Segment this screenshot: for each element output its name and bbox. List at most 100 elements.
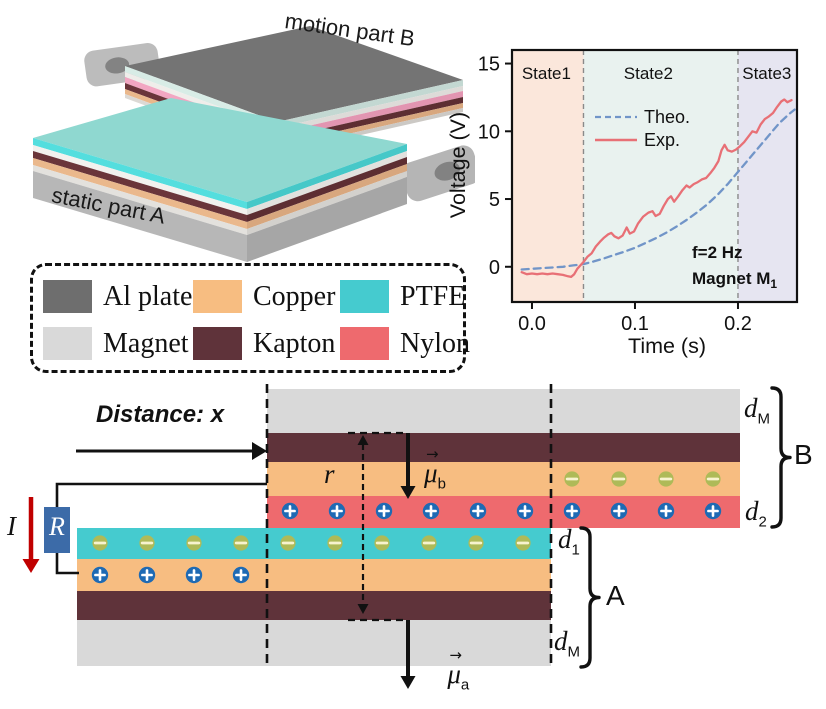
vector-arrow-icon: → bbox=[449, 646, 462, 664]
mu-b-subscript: b bbox=[437, 475, 446, 493]
state-label: State2 bbox=[624, 64, 673, 83]
state-label: State1 bbox=[522, 64, 571, 83]
x-axis-title: Time (s) bbox=[628, 334, 706, 358]
plus-sign-icon bbox=[188, 569, 200, 581]
state-label: State3 bbox=[742, 64, 791, 83]
part-b-brace bbox=[770, 386, 792, 529]
plus-sign-icon bbox=[331, 505, 343, 517]
legend-item-ptfe: PTFE bbox=[340, 273, 466, 320]
mu-a-label: → μa bbox=[447, 648, 470, 694]
series-exp bbox=[520, 98, 793, 279]
plus-sign-icon bbox=[378, 505, 390, 517]
voltage-time-chart: 0.0 0.1 0.2 0 5 10 15 State1 State2 State3 Time (s… bbox=[446, 48, 799, 358]
thickness-dm-top-label: dM bbox=[744, 393, 771, 428]
materials-legend: Al plate Copper PTFE Magnet Kapton Nylon bbox=[30, 263, 470, 373]
layer-copper-a bbox=[77, 559, 551, 591]
material-swatch bbox=[340, 327, 389, 360]
y-tick-label: 10 bbox=[478, 121, 500, 143]
material-swatch bbox=[43, 327, 92, 360]
arrowhead bbox=[357, 604, 369, 614]
material-name: Copper bbox=[253, 280, 336, 312]
legend-item-al-plate: Al plate bbox=[43, 273, 193, 320]
static-part-a-slab bbox=[33, 98, 475, 262]
circuit-wire-top bbox=[55, 482, 267, 508]
device-3d-illustration bbox=[33, 26, 475, 262]
mu-b-label: → μb bbox=[424, 447, 446, 493]
plus-sign-icon bbox=[472, 505, 484, 517]
arrowhead bbox=[400, 676, 416, 689]
plus-sign-icon bbox=[566, 505, 578, 517]
d-subscript: 2 bbox=[758, 513, 767, 531]
d-symbol: d bbox=[744, 393, 758, 423]
layer-magnet-a bbox=[77, 620, 551, 666]
plus-sign-icon bbox=[519, 505, 531, 517]
part-a-label: A bbox=[606, 580, 625, 611]
material-name: Magnet bbox=[103, 327, 189, 359]
thickness-d1-label: d1 bbox=[558, 524, 580, 559]
annotation-magnet-subscript: 1 bbox=[770, 277, 777, 291]
material-swatch bbox=[340, 280, 389, 313]
plus-sign-icon bbox=[660, 505, 672, 517]
y-tick-label: 5 bbox=[489, 189, 500, 211]
resistor-label: R bbox=[49, 512, 65, 541]
arrowhead bbox=[400, 486, 416, 499]
mu-a-symbol: μ bbox=[447, 659, 461, 689]
material-swatch bbox=[43, 280, 92, 313]
d-subscript: M bbox=[757, 410, 771, 428]
legend-theo-label: Theo. bbox=[644, 107, 690, 127]
x-tick-label: 0.1 bbox=[621, 313, 649, 335]
plus-sign-icon bbox=[235, 569, 247, 581]
legend-item-magnet: Magnet bbox=[43, 320, 193, 367]
plus-sign-icon bbox=[707, 505, 719, 517]
current-label: I bbox=[7, 511, 16, 541]
state-band-2 bbox=[583, 50, 738, 302]
material-name: Al plate bbox=[103, 280, 193, 312]
thickness-dm-bottom-label: dM bbox=[554, 628, 581, 661]
d-symbol: d bbox=[558, 524, 572, 554]
mu-b-symbol: μ bbox=[424, 458, 438, 488]
plus-sign-icon bbox=[613, 505, 625, 517]
legend-item-nylon: Nylon bbox=[340, 320, 470, 367]
plus-sign-icon bbox=[284, 505, 296, 517]
plus-sign-icon bbox=[425, 505, 437, 517]
mu-a-subscript: a bbox=[460, 676, 470, 694]
thickness-d2-label: d2 bbox=[745, 496, 767, 531]
material-name: Nylon bbox=[400, 327, 470, 359]
legend-item-kapton: Kapton bbox=[193, 320, 340, 367]
part-a-brace bbox=[579, 526, 601, 669]
d-subscript: 1 bbox=[571, 541, 580, 559]
d-symbol: d bbox=[745, 496, 759, 526]
plus-sign-icon bbox=[141, 569, 153, 581]
d-subscript: M bbox=[567, 643, 581, 661]
arrowhead bbox=[22, 559, 40, 573]
state-band-3 bbox=[737, 50, 797, 302]
plot-frame bbox=[510, 48, 799, 304]
y-axis-title: Voltage (V) bbox=[446, 112, 470, 218]
layer-magnet-b bbox=[267, 389, 740, 433]
arrowhead bbox=[252, 442, 267, 460]
legend-item-copper: Copper bbox=[193, 273, 340, 320]
arrowhead bbox=[357, 435, 369, 445]
materials-legend-grid: Al plate Copper PTFE Magnet Kapton Nylon bbox=[43, 273, 470, 367]
x-tick-label: 0.0 bbox=[518, 313, 546, 335]
layer-kapton-b bbox=[267, 433, 740, 462]
part-b-label: B bbox=[794, 439, 813, 470]
state-band-1 bbox=[512, 50, 584, 302]
series-theo bbox=[520, 108, 796, 271]
legend-exp-label: Exp. bbox=[644, 130, 680, 150]
plus-sign-icon bbox=[94, 569, 106, 581]
material-swatch bbox=[193, 327, 242, 360]
x-tick-label: 0.2 bbox=[724, 313, 752, 335]
circuit-wire-bottom bbox=[55, 552, 79, 575]
distance-x-label: Distance: x bbox=[96, 401, 225, 428]
gap-r-label: r bbox=[324, 459, 335, 489]
y-tick-label: 0 bbox=[489, 257, 500, 279]
material-name: Kapton bbox=[253, 327, 336, 359]
material-name: PTFE bbox=[400, 280, 466, 312]
material-swatch bbox=[193, 280, 242, 313]
layer-kapton-a bbox=[77, 591, 551, 620]
annotation-frequency: f=2 Hz bbox=[692, 243, 743, 262]
vector-arrow-icon: → bbox=[426, 445, 439, 463]
